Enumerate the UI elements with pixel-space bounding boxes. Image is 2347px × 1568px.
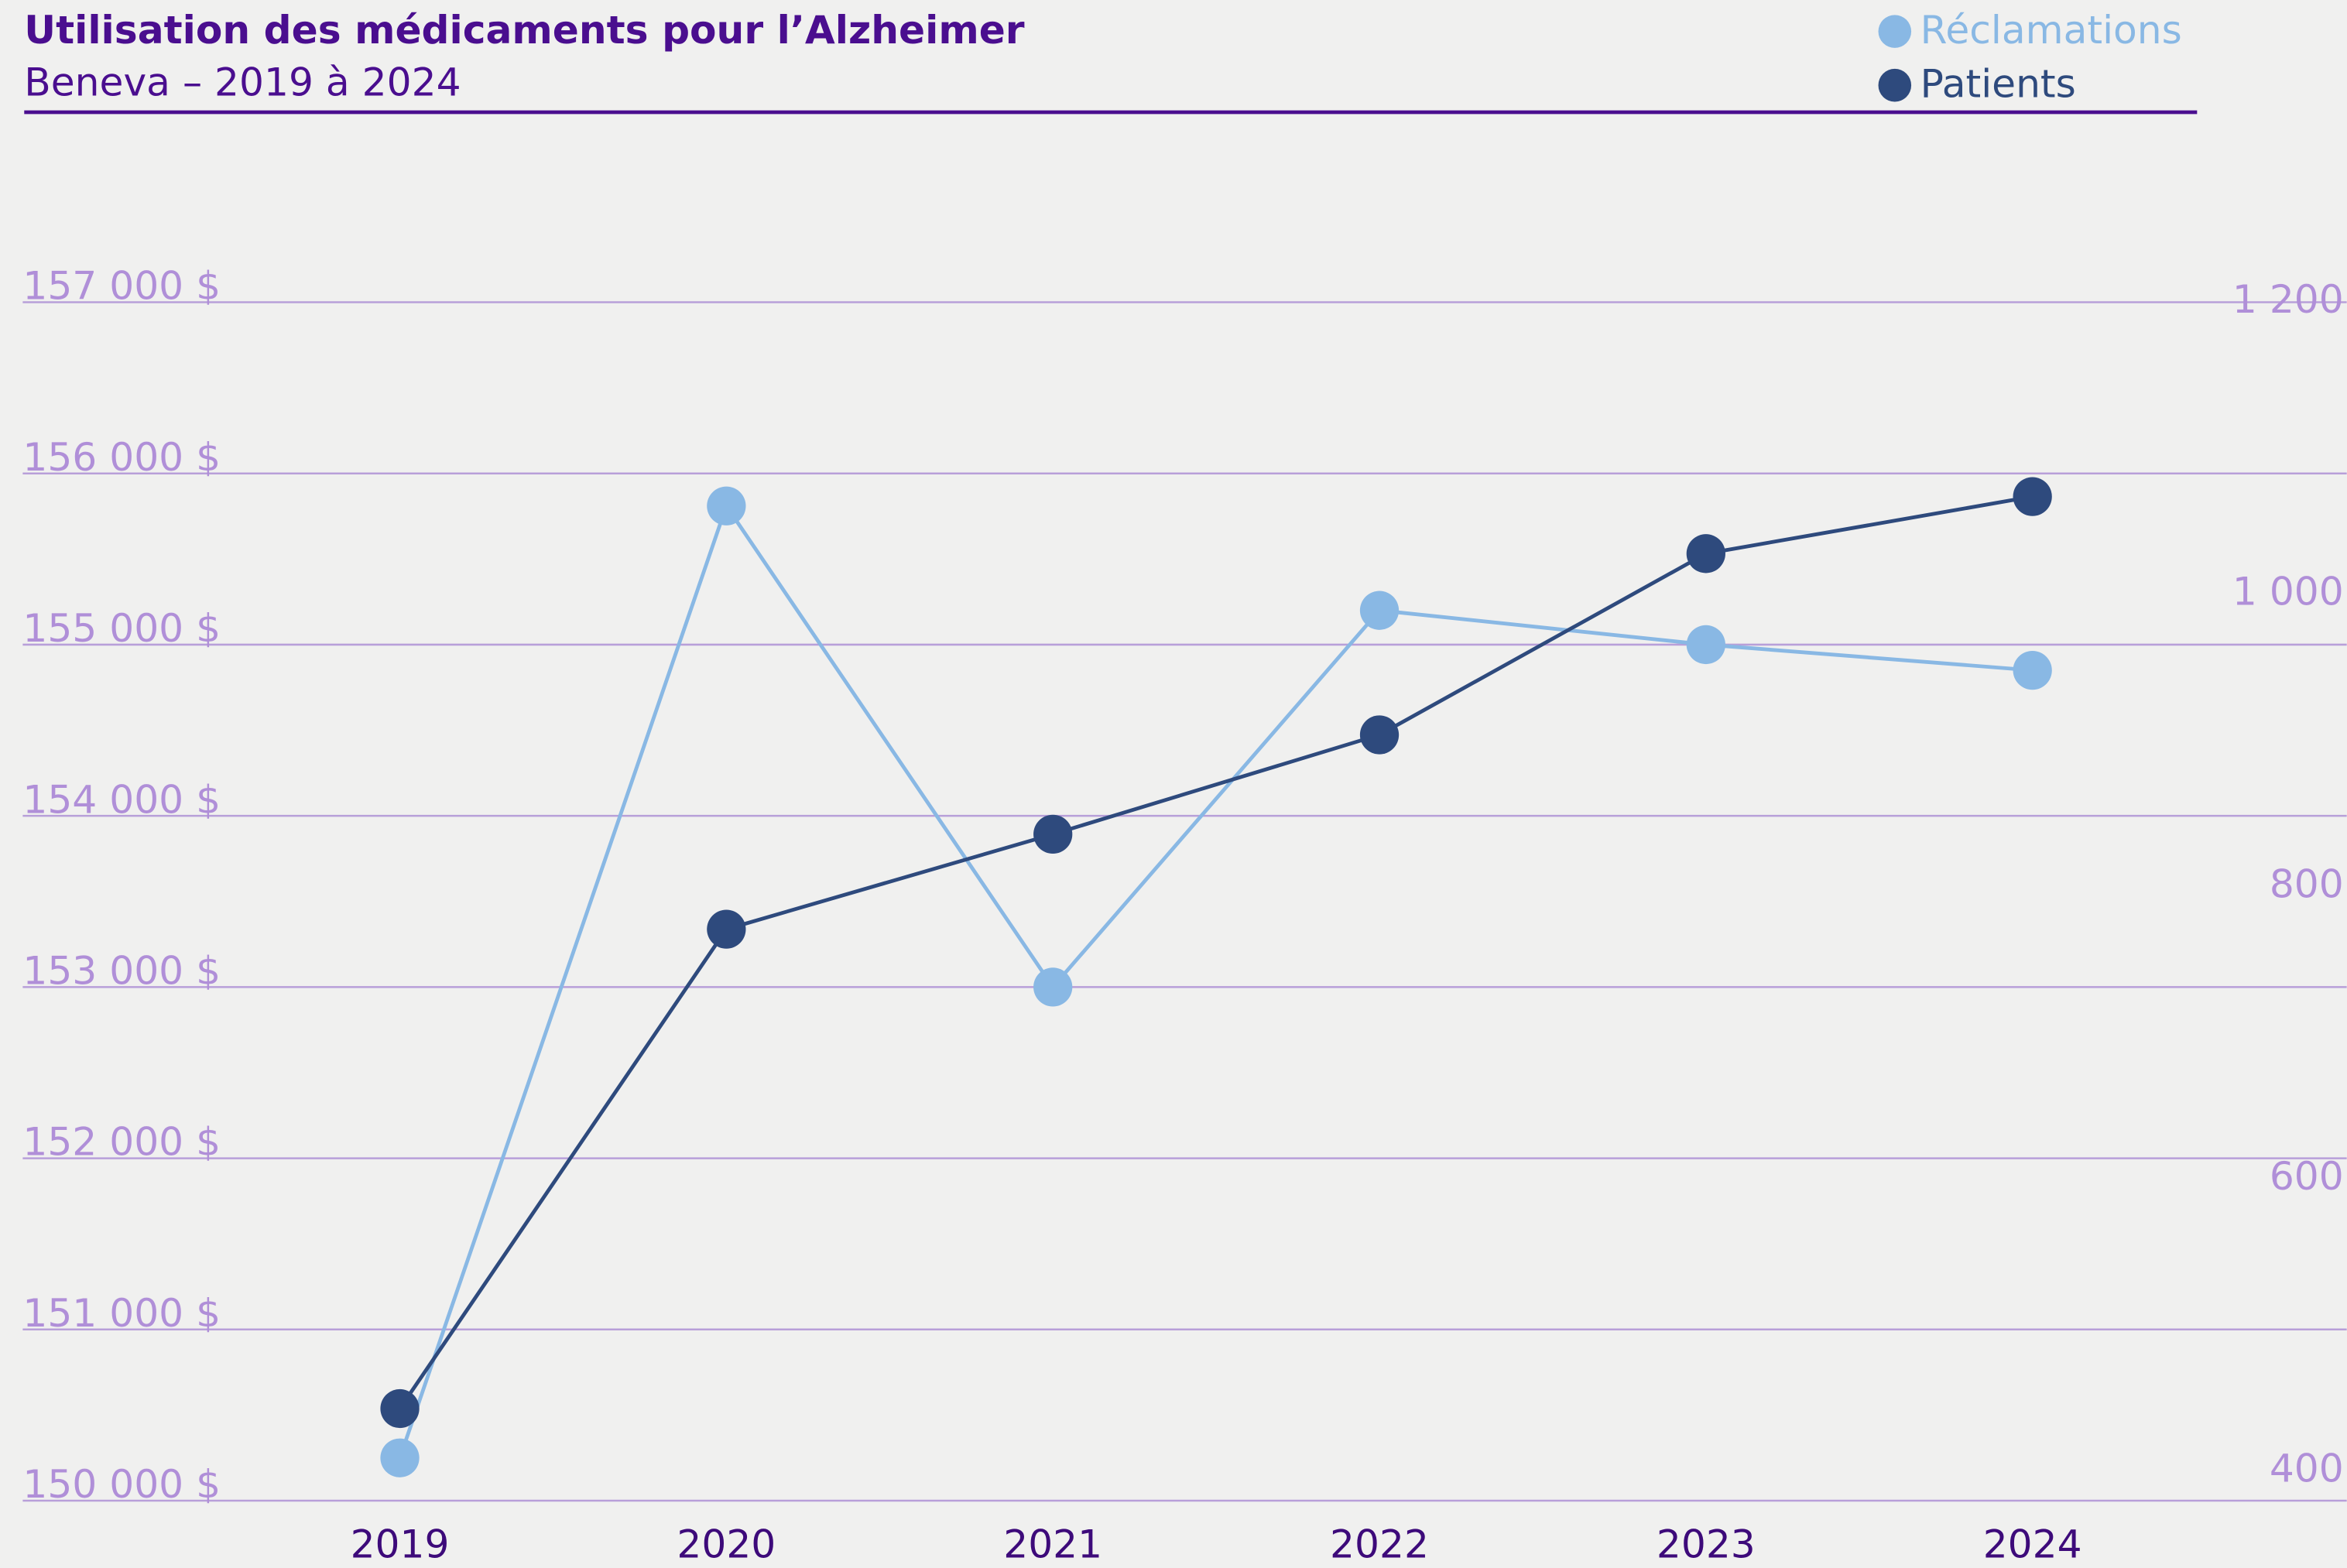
legend-label: Patients [1920, 61, 2076, 107]
point [707, 486, 746, 526]
point [2013, 477, 2052, 516]
y-tick-label: 156 000 $ [22, 434, 221, 480]
y-tick-label: 153 000 $ [22, 947, 221, 993]
y-tick-label: 152 000 $ [22, 1119, 221, 1165]
y-tick-label: 155 000 $ [22, 605, 221, 651]
point [380, 1438, 420, 1477]
y-tick-label: 150 000 $ [22, 1461, 221, 1507]
x-tick-label: 2020 [677, 1521, 776, 1566]
point [2013, 650, 2052, 690]
legend-marker [1878, 68, 1912, 102]
x-tick-label: 2019 [351, 1521, 450, 1566]
point [1033, 967, 1073, 1007]
x-tick-label: 2024 [1983, 1521, 2082, 1566]
legend-marker [1878, 15, 1912, 48]
point [1359, 715, 1400, 755]
chart-title: Utilisation des médicaments pour l’Alzhe… [24, 7, 1025, 53]
point [1686, 625, 1725, 665]
y-tick-label: 154 000 $ [22, 776, 221, 822]
series-line [398, 495, 2033, 1410]
y-tick-label: 151 000 $ [22, 1290, 221, 1336]
point [707, 909, 746, 949]
y2-tick-label: 1 200 [2232, 276, 2344, 322]
series-line [398, 502, 2033, 1459]
x-tick-label: 2021 [1003, 1521, 1102, 1566]
x-tick-label: 2023 [1657, 1521, 1756, 1566]
legend-label: Réclamations [1920, 7, 2182, 53]
y2-tick-label: 600 [2270, 1153, 2344, 1199]
y2-tick-label: 1 000 [2232, 569, 2344, 615]
x-tick-label: 2022 [1330, 1521, 1429, 1566]
chart-subtitle: Beneva – 2019 à 2024 [24, 60, 461, 105]
point [1033, 814, 1073, 854]
point [1686, 534, 1725, 573]
point [380, 1388, 420, 1429]
y2-tick-label: 800 [2270, 861, 2344, 906]
point [1359, 591, 1400, 630]
y-tick-label: 157 000 $ [22, 263, 221, 309]
y2-tick-label: 400 [2270, 1446, 2344, 1491]
